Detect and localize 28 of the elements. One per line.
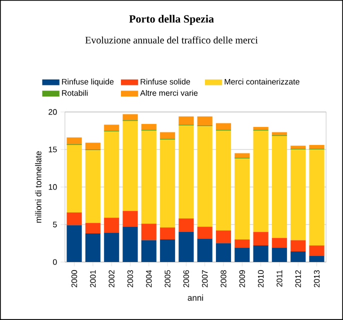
- y-tick-label: 10: [48, 184, 57, 190]
- x-tick-label: 2011: [276, 270, 282, 287]
- legend-label: Merci containerizzate: [224, 78, 300, 85]
- chart-subtitle: Evoluzione annuale del traffico delle merci: [85, 36, 258, 44]
- legend-label: Rinfuse liquide: [62, 78, 114, 86]
- x-tick-label: 2010: [258, 270, 264, 288]
- x-tick-label: 2009: [239, 270, 245, 288]
- x-tick-label: 2007: [202, 270, 208, 288]
- x-tick-label: 2001: [90, 270, 96, 288]
- chart-title: Porto della Spezia: [129, 14, 214, 25]
- x-tick-label: 2000: [71, 270, 78, 288]
- x-tick-label: 2005: [164, 270, 170, 288]
- legend-label: Altre merci varie: [140, 90, 198, 96]
- y-tick-label: 20: [48, 109, 57, 115]
- legend-label: Rotabili: [62, 90, 88, 96]
- legend-label: Rinfuse solide: [140, 78, 190, 85]
- y-axis-title: milioni di tonnellate: [35, 151, 42, 223]
- y-tick-label: 5: [52, 222, 57, 228]
- y-tick-label: 15: [48, 146, 57, 152]
- y-tick-label: 0: [52, 259, 57, 265]
- x-tick-label: 2004: [146, 270, 152, 288]
- x-tick-label: 2006: [183, 270, 190, 288]
- x-tick-label: 2002: [108, 270, 114, 288]
- x-tick-label: 2003: [127, 270, 134, 288]
- x-tick-label: 2012: [295, 270, 301, 288]
- x-tick-label: 2013: [314, 270, 320, 288]
- x-axis-title: anni: [188, 294, 203, 301]
- x-tick-label: 2008: [220, 270, 226, 288]
